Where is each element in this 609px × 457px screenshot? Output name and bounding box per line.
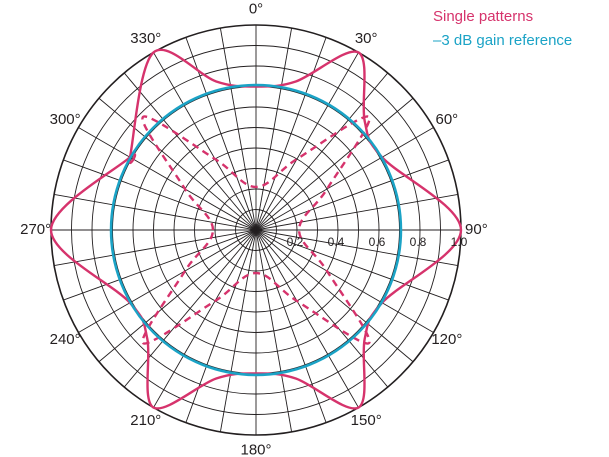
grid-spoke: [63, 229, 257, 301]
axis-labels: 0° 30° 60° 90° 120° 150° 180° 210° 240° 270° 300° 3…: [20, 1, 488, 457]
angle-tick-label: 90°: [465, 221, 488, 238]
grid-spoke: [255, 159, 449, 231]
radial-tick-label: 0.4: [328, 235, 345, 249]
grid-spoke: [153, 229, 257, 408]
angle-tick-label: 0°: [249, 1, 263, 18]
legend-entry: Single patterns: [433, 8, 533, 25]
grid-spoke: [255, 229, 458, 267]
grid-spoke: [255, 52, 359, 231]
grid-spoke: [153, 52, 257, 231]
grid-spoke: [255, 229, 434, 333]
radial-tick-label: 0.2: [287, 235, 304, 249]
grid-spoke: [123, 229, 257, 388]
grid-spoke: [185, 229, 257, 423]
angle-tick-label: 60°: [436, 111, 459, 128]
grid-spoke: [255, 97, 414, 231]
angle-tick-label: 330°: [130, 30, 161, 47]
grid-spoke: [255, 127, 434, 231]
grid-spoke: [78, 127, 257, 231]
angle-tick-label: 120°: [431, 331, 462, 348]
grid-spoke: [219, 229, 257, 432]
grid-spoke: [219, 28, 257, 231]
angle-tick-label: 30°: [355, 30, 378, 47]
grid-spoke: [63, 159, 257, 231]
grid-spoke: [98, 229, 257, 363]
series-line-gain-reference: [109, 83, 403, 377]
grid-spoke: [255, 229, 414, 363]
radial-tick-label: 0.6: [369, 235, 386, 249]
angle-tick-label: 240°: [50, 331, 81, 348]
grid-spoke: [54, 193, 257, 231]
grid-spoke: [255, 229, 327, 423]
grid-spoke: [98, 97, 257, 231]
radial-tick-label: 0.8: [410, 235, 427, 249]
grid-spoke: [255, 72, 389, 231]
angle-tick-label: 210°: [130, 412, 161, 429]
radial-tick-label: 1.0: [451, 235, 468, 249]
legend-entry: –3 dB gain reference: [433, 32, 572, 49]
series-layer: [49, 48, 463, 410]
grid-spoke: [255, 37, 327, 231]
angle-tick-label: 180°: [240, 441, 271, 457]
angle-tick-label: 300°: [50, 111, 81, 128]
grid-spoke: [255, 229, 359, 408]
grid-spoke: [255, 229, 389, 388]
grid-spoke: [255, 229, 449, 301]
grid-spoke: [54, 229, 257, 267]
grid-spoke: [78, 229, 257, 333]
grid-spoke: [255, 28, 293, 231]
angle-tick-label: 150°: [351, 412, 382, 429]
angle-tick-label: 270°: [20, 221, 51, 238]
grid-spoke: [255, 229, 293, 432]
grid-spoke: [123, 72, 257, 231]
legend: Single patterns –3 dB gain reference: [433, 8, 572, 49]
series-line-single-pattern-dashed: [141, 115, 371, 345]
grid-spoke: [255, 193, 458, 231]
